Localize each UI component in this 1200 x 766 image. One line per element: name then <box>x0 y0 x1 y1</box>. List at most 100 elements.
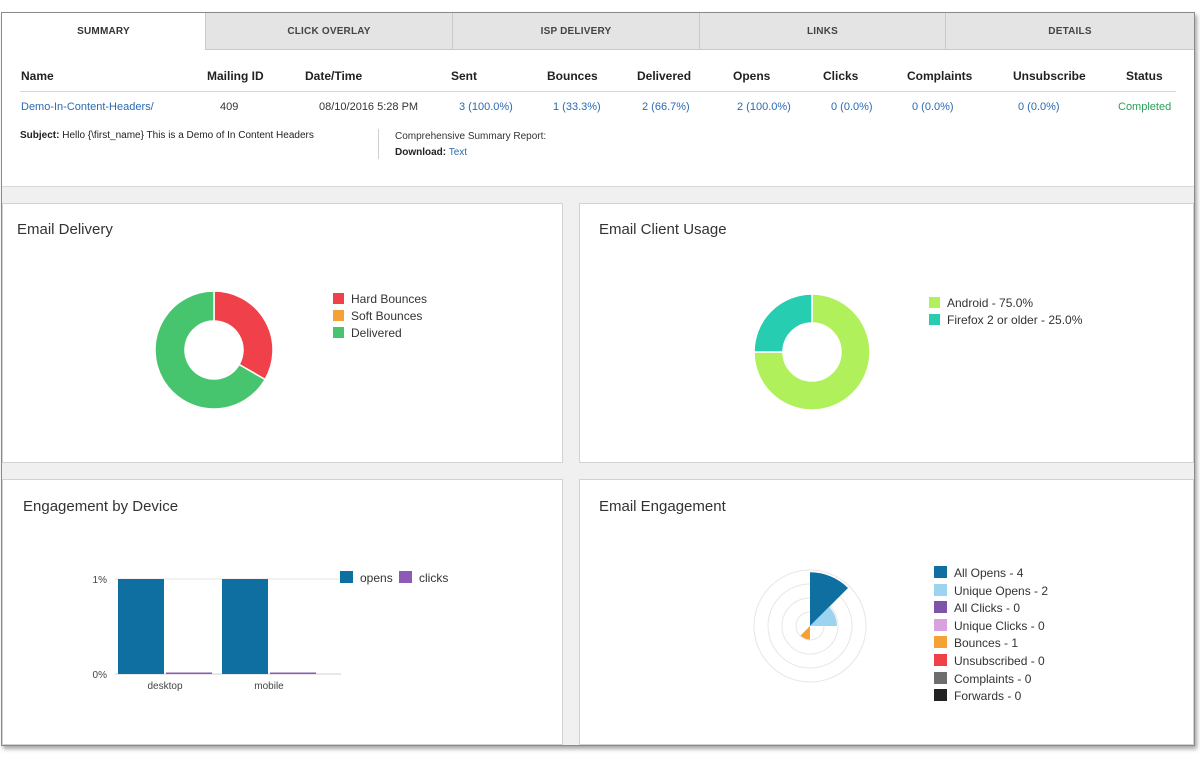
legend-label: opens <box>360 571 393 585</box>
swatch <box>333 310 344 321</box>
legend-item[interactable]: Unique Opens - 2 <box>934 583 1049 598</box>
legend-clicks[interactable]: clicks <box>399 571 448 585</box>
polar-slice-all-opens[interactable] <box>810 572 849 626</box>
legend-item[interactable]: Bounces - 1 <box>934 636 1018 650</box>
device-bar-chart: 1% 0% desktop mobile <box>93 575 341 692</box>
polar-slice-bounces[interactable] <box>800 626 810 640</box>
tab-isp-delivery[interactable]: ISP DELIVERY <box>452 13 699 50</box>
complaints-link[interactable]: 0 (0.0%) <box>912 101 954 113</box>
swatch <box>333 293 344 304</box>
mailing-name-link[interactable]: Demo-In-Content-Headers/ <box>21 101 154 113</box>
email-delivery-panel: Email Delivery Hard Bounces Soft Bounces… <box>2 203 563 463</box>
bar-mobile-clicks[interactable] <box>270 672 316 675</box>
col-delivered: Delivered <box>637 69 692 83</box>
panel-title: Email Client Usage <box>599 221 727 238</box>
y-tick-label: 0% <box>93 670 108 681</box>
legend-opens[interactable]: opens <box>340 571 393 585</box>
legend-hard-bounces[interactable]: Hard Bounces <box>333 292 427 306</box>
legend-item[interactable]: Complaints - 0 <box>934 671 1032 686</box>
engagement-polar-chart <box>753 569 867 683</box>
email-delivery-chart <box>154 290 274 410</box>
swatch <box>934 654 947 666</box>
slice-firefox-2-or-older[interactable] <box>753 293 813 353</box>
panel-title: Email Engagement <box>599 498 726 515</box>
col-opens: Opens <box>733 69 771 83</box>
opens-link[interactable]: 2 (100.0%) <box>737 101 791 113</box>
legend-label: Forwards - 0 <box>954 689 1022 704</box>
table-row: Demo-In-Content-Headers/ 409 08/10/2016 … <box>20 101 1176 119</box>
legend-soft-bounces[interactable]: Soft Bounces <box>333 309 422 323</box>
legend-label: Bounces - 1 <box>954 636 1019 651</box>
engagement-by-device-panel: Engagement by Device 1% 0% desktop mobile… <box>2 479 563 745</box>
polar-slice-unique-opens[interactable] <box>810 606 837 626</box>
tab-click-overlay[interactable]: CLICK OVERLAY <box>205 13 452 50</box>
col-status: Status <box>1126 69 1163 83</box>
client-donut <box>753 293 871 411</box>
legend-label: Hard Bounces <box>351 292 428 306</box>
col-clicks: Clicks <box>823 69 859 83</box>
swatch <box>934 689 947 702</box>
sent-link[interactable]: 3 (100.0%) <box>459 101 513 113</box>
legend-label: Complaints - 0 <box>954 671 1032 686</box>
download-text-link[interactable]: Text <box>448 147 468 158</box>
legend-item[interactable]: Forwards - 0 <box>934 689 1021 703</box>
swatch <box>934 618 947 631</box>
tab-summary[interactable]: SUMMARY <box>2 13 205 50</box>
legend-label: Firefox 2 or older - 25.0% <box>947 313 1083 327</box>
mailing-table-header: Name Mailing ID Date/Time Sent Bounces D… <box>20 69 1176 92</box>
tab-details[interactable]: DETAILS <box>945 13 1194 50</box>
bounces-link[interactable]: 1 (33.3%) <box>553 101 601 113</box>
legend-delivered[interactable]: Delivered <box>333 326 402 340</box>
swatch <box>934 601 947 614</box>
delivered-link[interactable]: 2 (66.7%) <box>642 101 690 113</box>
legend-label: All Clicks - 0 <box>954 601 1021 616</box>
divider <box>378 129 379 159</box>
legend-label: clicks <box>419 571 449 585</box>
legend-android[interactable]: Android - 75.0% <box>929 296 1033 310</box>
email-client-usage-panel: Email Client Usage Android - 75.0% Firef… <box>579 203 1194 463</box>
col-name: Name <box>21 69 54 83</box>
col-complaints: Complaints <box>907 69 973 83</box>
legend-item[interactable]: All Clicks - 0 <box>934 601 1020 615</box>
bar-desktop-opens[interactable] <box>118 579 164 674</box>
panel-title: Engagement by Device <box>23 498 179 515</box>
legend-label: All Opens - 4 <box>954 566 1024 580</box>
swatch <box>934 566 947 578</box>
legend-label: Unsubscribed - 0 <box>954 654 1045 668</box>
subject-label: Subject: <box>20 130 60 141</box>
subject-value: Hello {\first_name} This is a Demo of In… <box>62 130 314 141</box>
status-badge: Completed <box>1118 101 1172 113</box>
swatch <box>929 314 940 325</box>
slice-delivered[interactable] <box>154 290 267 410</box>
legend-firefox[interactable]: Firefox 2 or older - 25.0% <box>929 313 1082 327</box>
swatch <box>340 571 353 583</box>
unsubscribe-link[interactable]: 0 (0.0%) <box>1018 101 1060 113</box>
clicks-link[interactable]: 0 (0.0%) <box>831 101 873 113</box>
device-bars: desktop mobile <box>118 579 316 692</box>
legend-item[interactable]: All Opens - 4 <box>934 566 1023 580</box>
slice-android[interactable] <box>753 293 871 411</box>
bar-mobile-opens[interactable] <box>222 579 268 674</box>
legend-label: Android - 75.0% <box>947 296 1034 310</box>
report-frame: SUMMARY CLICK OVERLAY ISP DELIVERY LINKS… <box>1 12 1195 746</box>
legend-label: Unique Opens - 2 <box>954 583 1049 598</box>
summary-panel: SUMMARY CLICK OVERLAY ISP DELIVERY LINKS… <box>2 13 1194 187</box>
col-sent: Sent <box>451 69 478 83</box>
swatch <box>929 297 940 308</box>
panel-title: Email Delivery <box>17 221 113 238</box>
swatch <box>399 571 412 583</box>
legend-item[interactable]: Unsubscribed - 0 <box>934 654 1045 668</box>
legend-item[interactable]: Unique Clicks - 0 <box>934 618 1045 633</box>
slice-hard-bounces[interactable] <box>213 290 274 381</box>
tab-links[interactable]: LINKS <box>699 13 945 50</box>
swatch <box>934 636 947 649</box>
mailing-datetime: 08/10/2016 5:28 PM <box>319 101 419 113</box>
x-tick-label: desktop <box>147 681 182 692</box>
mailing-id: 409 <box>220 101 239 113</box>
polar-gridline <box>753 569 867 683</box>
bar-desktop-clicks[interactable] <box>166 672 212 675</box>
col-bounces: Bounces <box>547 69 598 83</box>
polar-slices <box>800 572 849 640</box>
delivery-donut <box>154 290 274 410</box>
tab-bar: SUMMARY CLICK OVERLAY ISP DELIVERY LINKS… <box>2 13 1194 50</box>
